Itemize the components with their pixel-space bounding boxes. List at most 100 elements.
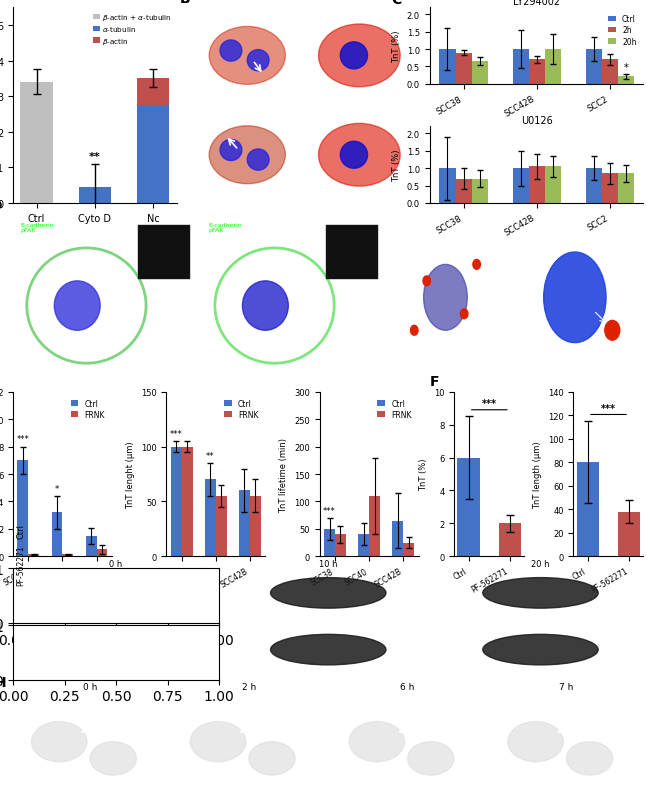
Y-axis label: TnT (%): TnT (%) <box>419 458 428 491</box>
Bar <box>602 60 617 85</box>
Bar <box>326 225 377 278</box>
Bar <box>403 543 414 556</box>
Text: ***: *** <box>170 429 183 438</box>
Circle shape <box>566 742 613 775</box>
Y-axis label: TnT (%): TnT (%) <box>393 30 401 62</box>
Text: d: d <box>311 191 316 200</box>
Ellipse shape <box>247 150 269 171</box>
Bar <box>456 179 472 204</box>
Text: F: F <box>430 375 439 388</box>
Circle shape <box>58 634 174 665</box>
Legend: Ctrl, FRNK: Ctrl, FRNK <box>221 396 261 423</box>
Bar <box>171 447 182 556</box>
Circle shape <box>408 742 454 775</box>
Ellipse shape <box>55 281 100 331</box>
Text: *: * <box>623 63 628 73</box>
Text: C: C <box>391 0 402 6</box>
Text: **: ** <box>206 451 215 460</box>
Bar <box>86 536 96 556</box>
Ellipse shape <box>220 41 242 62</box>
Circle shape <box>31 722 87 762</box>
Bar <box>472 179 488 204</box>
Bar <box>62 555 73 556</box>
Circle shape <box>270 634 386 665</box>
Text: c: c <box>396 363 401 374</box>
Title: 0 h: 0 h <box>109 559 123 568</box>
Title: 2 h: 2 h <box>242 682 256 691</box>
Legend: Ctrl, 2h, 20h: Ctrl, 2h, 20h <box>605 12 640 49</box>
Text: ***: *** <box>601 403 616 414</box>
Bar <box>439 50 456 85</box>
Legend: Ctrl, FRNK: Ctrl, FRNK <box>68 396 108 423</box>
Text: b: b <box>311 92 316 101</box>
Text: c: c <box>198 191 203 200</box>
Text: B: B <box>180 0 190 6</box>
Circle shape <box>604 321 620 341</box>
Bar <box>528 167 545 204</box>
Text: ***: *** <box>323 506 336 515</box>
Circle shape <box>349 722 404 762</box>
Title: 0 h: 0 h <box>83 682 98 691</box>
Circle shape <box>483 634 598 665</box>
Bar <box>335 534 346 556</box>
Bar <box>618 174 634 204</box>
Bar <box>586 169 602 204</box>
Text: H: H <box>0 676 6 689</box>
Bar <box>369 496 380 556</box>
Bar <box>182 447 192 556</box>
Ellipse shape <box>341 142 367 169</box>
Text: ***: *** <box>16 435 29 444</box>
Legend: Ctrl, FRNK: Ctrl, FRNK <box>374 396 415 423</box>
Bar <box>458 458 480 556</box>
Ellipse shape <box>220 140 242 161</box>
Bar <box>96 550 107 556</box>
Circle shape <box>483 578 598 608</box>
Circle shape <box>508 722 564 762</box>
Text: E-cadherin
pFAK: E-cadherin pFAK <box>20 222 54 233</box>
Y-axis label: TnT length (μm): TnT length (μm) <box>534 440 542 508</box>
Circle shape <box>411 326 418 336</box>
Bar <box>456 54 472 85</box>
Text: ***: *** <box>482 399 497 409</box>
Circle shape <box>270 578 386 608</box>
Text: a: a <box>198 92 204 101</box>
Circle shape <box>58 578 174 608</box>
Circle shape <box>190 722 246 762</box>
Title: 6 h: 6 h <box>400 682 415 691</box>
Bar <box>29 555 39 556</box>
Bar <box>51 513 62 556</box>
Y-axis label: TnT lenght (μm): TnT lenght (μm) <box>126 440 135 508</box>
Bar <box>586 50 602 85</box>
Text: a: a <box>22 363 28 374</box>
Y-axis label: TnT lifetime (min): TnT lifetime (min) <box>280 437 289 512</box>
Text: D: D <box>0 199 3 212</box>
Bar <box>358 534 369 556</box>
Bar <box>20 83 53 204</box>
Text: PF-562271: PF-562271 <box>16 545 25 586</box>
Text: nocodazol
β-actin: nocodazol β-actin <box>309 110 341 121</box>
Circle shape <box>473 260 480 270</box>
Ellipse shape <box>318 25 400 88</box>
Title: LY294002: LY294002 <box>513 0 560 7</box>
Bar <box>239 491 250 556</box>
Bar <box>512 169 528 204</box>
Bar <box>18 461 29 556</box>
Bar <box>137 79 170 106</box>
Text: *: * <box>55 484 59 493</box>
Legend: $\beta$-actin + $\alpha$-tubulin, $\alpha$-tubulin, $\beta$-actin: $\beta$-actin + $\alpha$-tubulin, $\alph… <box>91 11 174 48</box>
Bar <box>250 496 261 556</box>
Bar <box>618 512 640 556</box>
Title: U0126: U0126 <box>521 116 552 127</box>
Ellipse shape <box>318 124 400 187</box>
Bar <box>137 106 170 204</box>
Bar <box>216 496 227 556</box>
Text: b: b <box>211 363 216 374</box>
Ellipse shape <box>209 28 285 85</box>
Bar <box>512 50 528 85</box>
Bar <box>545 50 561 85</box>
Bar <box>79 187 111 204</box>
Circle shape <box>90 742 136 775</box>
Text: **: ** <box>89 152 101 161</box>
Text: nocodazol
α-tubulin: nocodazol α-tubulin <box>197 110 229 121</box>
Text: Cyto D
α-tubulin: Cyto D α-tubulin <box>197 11 226 22</box>
